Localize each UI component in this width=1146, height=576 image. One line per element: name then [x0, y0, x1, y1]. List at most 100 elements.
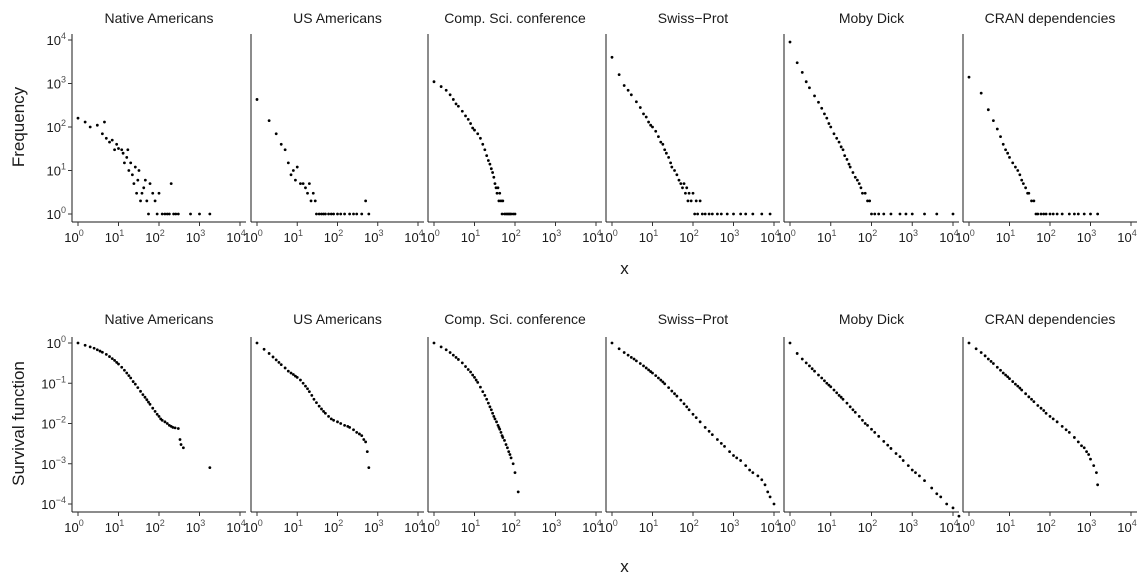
- data-point: [456, 358, 460, 361]
- data-point: [500, 212, 504, 216]
- data-point: [262, 347, 266, 351]
- data-point: [100, 350, 104, 354]
- data-point: [703, 212, 707, 216]
- data-point: [748, 468, 752, 472]
- data-point: [689, 199, 693, 203]
- data-point: [868, 199, 872, 203]
- data-point: [148, 402, 152, 406]
- data-point: [174, 212, 178, 216]
- data-point: [839, 395, 843, 399]
- data-point: [1042, 212, 1046, 216]
- panel-title: US Americans: [293, 10, 382, 26]
- data-point: [1014, 165, 1017, 169]
- data-point: [1004, 148, 1007, 152]
- data-point: [501, 199, 505, 203]
- x-tick-label: 103: [899, 518, 918, 535]
- data-point: [629, 93, 633, 97]
- x-tick-label: 102: [324, 518, 343, 535]
- data-point: [464, 114, 467, 118]
- data-point: [910, 468, 914, 472]
- data-point: [355, 431, 359, 434]
- data-point: [685, 186, 689, 190]
- data-point: [654, 374, 658, 377]
- data-point: [1011, 380, 1015, 383]
- data-point: [622, 351, 626, 354]
- data-point: [813, 94, 816, 98]
- data-point: [1092, 464, 1096, 467]
- data-point: [659, 140, 663, 144]
- x-tick-label: 103: [364, 228, 383, 245]
- data-point: [935, 492, 939, 496]
- data-point: [800, 71, 804, 74]
- data-point: [800, 357, 804, 361]
- data-point: [837, 140, 841, 144]
- data-point: [208, 466, 212, 470]
- data-point: [304, 186, 307, 190]
- data-point: [1039, 406, 1043, 410]
- data-point: [76, 341, 80, 345]
- data-point: [687, 191, 691, 195]
- x-tick-label: 101: [817, 518, 836, 535]
- data-point: [845, 401, 849, 405]
- data-point: [313, 199, 317, 203]
- data-point: [367, 466, 371, 470]
- data-point: [115, 142, 119, 146]
- x-tick-label: 101: [996, 228, 1015, 245]
- x-tick-label: 104: [939, 518, 958, 535]
- data-point: [691, 412, 695, 416]
- x-tick-label: 100: [420, 518, 439, 535]
- data-point: [661, 380, 665, 384]
- data-point: [863, 422, 867, 425]
- data-point: [735, 456, 739, 460]
- data-point: [488, 162, 492, 166]
- data-point: [136, 178, 140, 182]
- data-point: [317, 404, 321, 408]
- data-point: [153, 199, 157, 203]
- data-point: [147, 212, 150, 216]
- data-point: [1067, 431, 1071, 434]
- data-point: [131, 380, 135, 383]
- data-point: [309, 199, 313, 203]
- data-point: [904, 212, 908, 216]
- data-point: [171, 426, 175, 429]
- x-tick-label: 100: [776, 518, 795, 535]
- data-point: [120, 148, 124, 152]
- data-point: [307, 182, 311, 185]
- data-point: [861, 191, 864, 195]
- data-point: [498, 427, 502, 431]
- data-point: [513, 212, 517, 216]
- data-point: [1042, 409, 1046, 412]
- data-point: [719, 442, 723, 445]
- data-point: [967, 341, 971, 345]
- data-point: [123, 161, 126, 165]
- data-point: [460, 361, 464, 365]
- data-point: [295, 165, 299, 169]
- x-tick-label: 101: [639, 518, 658, 535]
- data-point: [493, 182, 497, 185]
- data-point: [117, 147, 120, 150]
- data-point: [999, 135, 1002, 139]
- data-point: [88, 125, 92, 129]
- x-tick-label: 102: [858, 228, 877, 245]
- x-tick-label: 104: [226, 228, 245, 245]
- data-point: [108, 140, 111, 144]
- data-point: [155, 412, 159, 416]
- data-point: [489, 408, 493, 412]
- data-point: [898, 455, 902, 459]
- data-point: [866, 423, 869, 427]
- x-tick-label: 100: [955, 228, 974, 245]
- data-point: [760, 212, 764, 216]
- data-point: [327, 415, 330, 418]
- data-point: [832, 132, 836, 136]
- data-point: [483, 148, 487, 152]
- data-point: [157, 191, 161, 195]
- data-point: [1030, 199, 1033, 203]
- data-point: [339, 422, 343, 425]
- data-point: [923, 212, 926, 216]
- data-point: [498, 191, 502, 195]
- data-point: [362, 438, 366, 441]
- panel-3: Comp. Sci. conference 100 101 102 103 104: [420, 10, 602, 245]
- x-tick-label: 101: [105, 228, 124, 245]
- data-point: [92, 346, 96, 350]
